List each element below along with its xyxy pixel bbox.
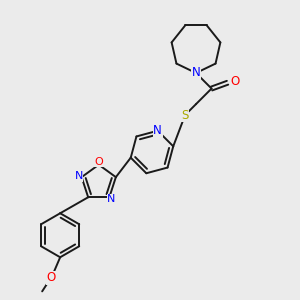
Text: N: N <box>153 124 162 137</box>
Text: N: N <box>107 194 116 204</box>
Text: O: O <box>231 74 240 88</box>
Text: N: N <box>74 171 83 181</box>
Text: N: N <box>192 67 200 80</box>
Text: O: O <box>94 157 103 167</box>
Text: O: O <box>46 272 56 284</box>
Text: S: S <box>182 109 189 122</box>
